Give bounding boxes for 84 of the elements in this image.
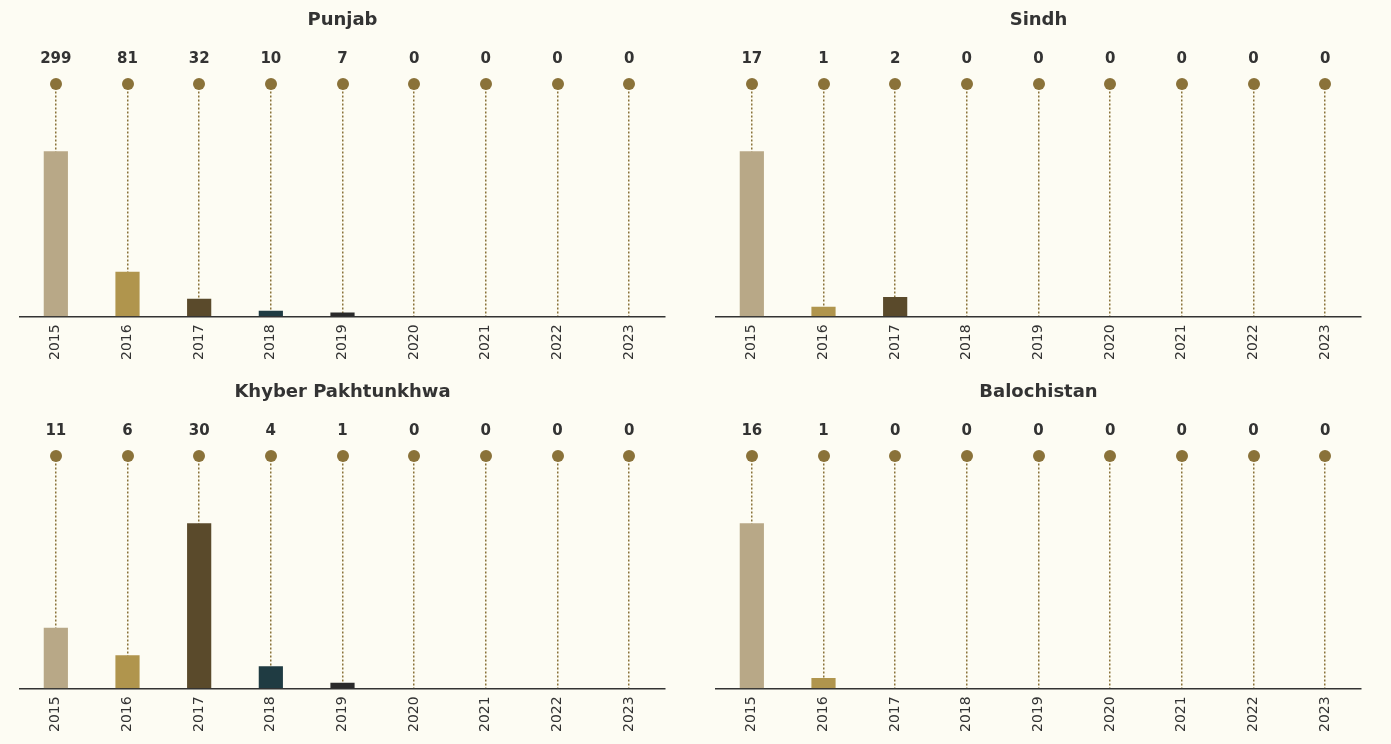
- data-label: 0: [480, 421, 492, 440]
- x-tick-label: 2018: [957, 324, 974, 361]
- data-label: 0: [552, 49, 563, 68]
- x-tick-label: 2017: [885, 696, 902, 733]
- x-tick-label: 2016: [118, 696, 135, 733]
- x-tick-label: 2015: [46, 324, 63, 361]
- chart-title: Balochistan: [979, 380, 1098, 402]
- data-label: 30: [188, 421, 210, 440]
- chart-title: Khyber Pakhtunkhwa: [234, 380, 451, 402]
- x-tick-label: 2018: [957, 696, 974, 733]
- data-label: 1: [818, 49, 829, 68]
- data-label: 0: [889, 421, 901, 440]
- x-tick-label: 2015: [742, 324, 759, 361]
- data-label: 0: [552, 421, 563, 440]
- data-label: 0: [961, 421, 973, 440]
- chart-title: Sindh: [1009, 8, 1068, 30]
- x-tick-label: 2019: [1029, 696, 1046, 733]
- x-tick-label: 2023: [619, 696, 636, 733]
- data-label: 0: [1104, 421, 1116, 440]
- x-tick-label: 2023: [1315, 324, 1332, 361]
- data-label: 0: [623, 421, 635, 440]
- x-tick-label: 2021: [476, 696, 493, 733]
- x-tick-label: 2021: [1172, 696, 1189, 733]
- x-tick-label: 2020: [404, 324, 421, 361]
- bar: [115, 271, 140, 317]
- x-tick-label: 2015: [46, 696, 63, 733]
- x-tick-label: 2016: [814, 696, 831, 733]
- x-tick-label: 2022: [548, 324, 565, 361]
- data-label: 11: [45, 421, 67, 440]
- bar: [187, 523, 212, 689]
- x-tick-label: 2019: [333, 324, 350, 361]
- bar: [258, 310, 283, 317]
- data-label: 299: [40, 49, 72, 68]
- x-tick-label: 2017: [189, 324, 206, 361]
- data-label: 1: [337, 421, 348, 440]
- data-label: 0: [1176, 421, 1188, 440]
- x-tick-label: 2022: [1244, 696, 1261, 733]
- data-label: 6: [122, 421, 133, 440]
- data-label: 0: [1033, 49, 1044, 68]
- x-tick-label: 2020: [404, 696, 421, 733]
- data-label: 16: [741, 421, 763, 440]
- x-tick-label: 2020: [1100, 696, 1117, 733]
- bar: [187, 298, 212, 317]
- bar: [115, 655, 140, 689]
- data-label: 0: [408, 49, 420, 68]
- data-label: 0: [1176, 49, 1188, 68]
- data-label: 2: [889, 49, 901, 68]
- x-tick-label: 2022: [548, 696, 565, 733]
- x-tick-label: 2016: [814, 324, 831, 361]
- x-tick-label: 2018: [261, 324, 278, 361]
- data-label: 0: [1319, 49, 1331, 68]
- bar: [43, 627, 68, 689]
- x-tick-label: 2022: [1244, 324, 1261, 361]
- x-tick-label: 2023: [619, 324, 636, 361]
- x-tick-label: 2020: [1100, 324, 1117, 361]
- x-tick-label: 2021: [1172, 324, 1189, 361]
- data-label: 0: [408, 421, 420, 440]
- data-label: 32: [188, 49, 210, 68]
- data-label: 17: [741, 49, 763, 68]
- data-label: 0: [623, 49, 635, 68]
- bar: [258, 666, 283, 689]
- data-label: 10: [260, 49, 282, 68]
- data-label: 0: [1248, 421, 1259, 440]
- x-tick-label: 2016: [118, 324, 135, 361]
- x-tick-label: 2018: [261, 696, 278, 733]
- x-tick-label: 2021: [476, 324, 493, 361]
- x-tick-label: 2015: [742, 696, 759, 733]
- data-label: 0: [1104, 49, 1116, 68]
- data-label: 81: [117, 49, 138, 68]
- data-label: 0: [480, 49, 492, 68]
- x-tick-label: 2017: [189, 696, 206, 733]
- bar: [43, 151, 68, 317]
- x-tick-label: 2017: [885, 324, 902, 361]
- x-tick-label: 2023: [1315, 696, 1332, 733]
- data-label: 0: [1033, 421, 1044, 440]
- data-label: 7: [337, 49, 348, 68]
- data-label: 0: [1319, 421, 1331, 440]
- x-tick-label: 2019: [1029, 324, 1046, 361]
- x-tick-label: 2019: [333, 696, 350, 733]
- data-label: 4: [265, 421, 277, 440]
- data-label: 0: [961, 49, 973, 68]
- data-label: 0: [1248, 49, 1259, 68]
- data-label: 1: [818, 421, 829, 440]
- chart-title: Punjab: [307, 8, 378, 30]
